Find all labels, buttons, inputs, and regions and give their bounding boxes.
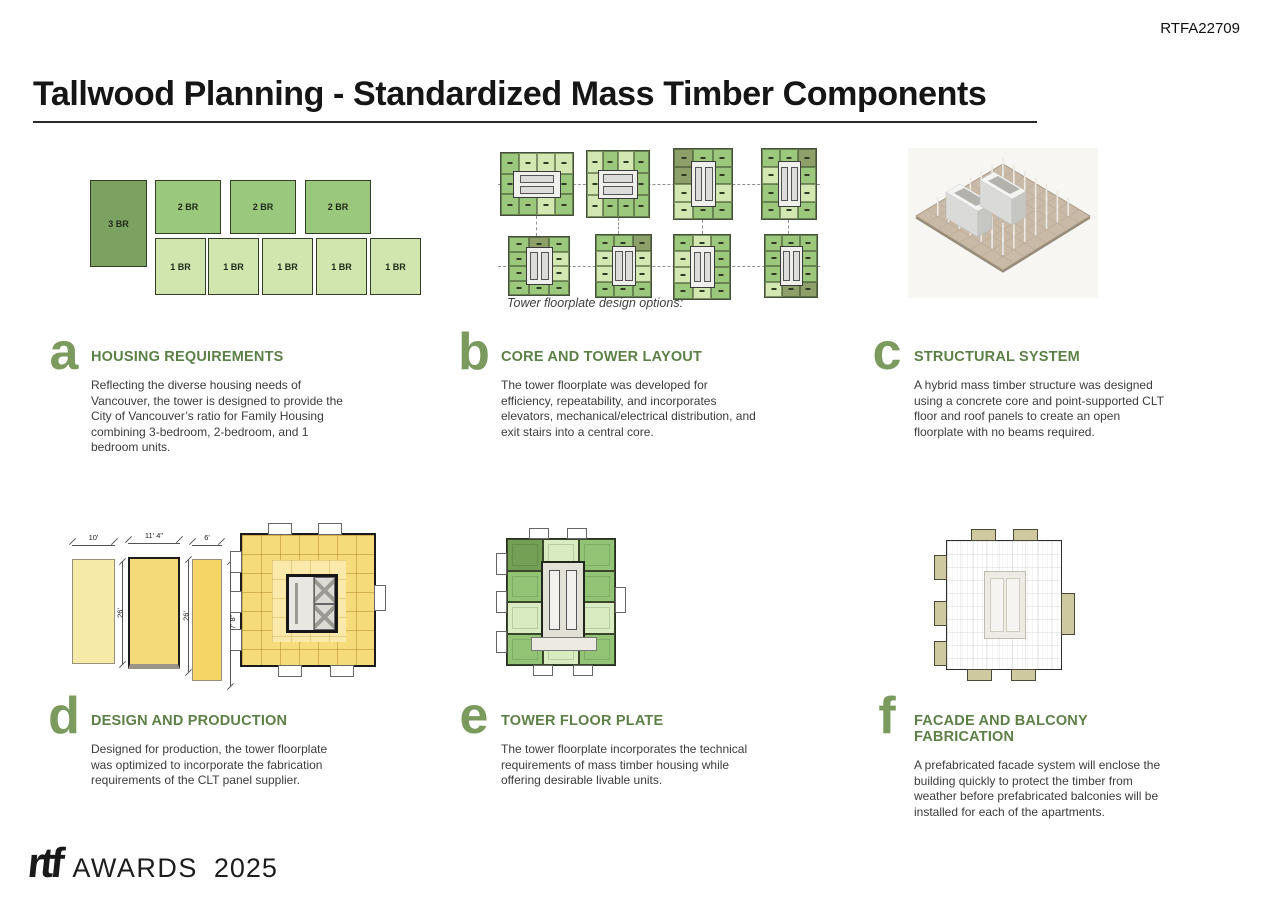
floorplate-variant <box>764 234 818 298</box>
dimension-height-2: 26' <box>181 555 194 677</box>
apartment-unit <box>507 539 543 571</box>
floorplate-options-diagram <box>498 148 820 300</box>
connector-line <box>498 184 820 185</box>
section-letter: f <box>878 687 896 745</box>
apartment-unit <box>579 570 615 602</box>
facade-balcony-plan <box>934 529 1075 681</box>
awards-year: 2025 <box>213 853 278 883</box>
section-heading: DESIGN AND PRODUCTION <box>91 713 288 729</box>
core <box>690 160 717 208</box>
floorplate-variant <box>673 148 733 220</box>
core <box>777 160 802 208</box>
core <box>780 245 803 287</box>
core-tube-right <box>979 171 1027 226</box>
core <box>597 170 639 200</box>
building-core <box>531 561 597 651</box>
section-heading: STRUCTURAL SYSTEM <box>914 349 1080 365</box>
section-heading: HOUSING REQUIREMENTS <box>91 349 284 365</box>
apartment-unit <box>507 602 543 634</box>
clt-panel-diagram: 10' 11' 4" 6' 26' 26' 27' 8" <box>68 531 240 693</box>
awards-text: AWARDS <box>72 853 198 883</box>
rtf-awards-logo: rtf AWARDS 2025 <box>25 839 278 886</box>
section-body: A prefabricated facade system will enclo… <box>914 758 1161 819</box>
connector-line <box>618 218 619 234</box>
section-heading: TOWER FLOOR PLATE <box>501 713 664 729</box>
section-heading: FACADE AND BALCONY FABRICATION <box>914 713 1088 745</box>
section-heading: CORE AND TOWER LAYOUT <box>501 349 703 365</box>
core <box>690 245 715 289</box>
floorplate-variant <box>508 236 570 296</box>
connector-line <box>498 266 820 267</box>
housing-unit-1br: 1 BR <box>370 238 421 295</box>
floorplate-variant <box>500 152 574 216</box>
section-structural-system: c STRUCTURAL SYSTEM A hybrid mass timber… <box>870 323 1180 440</box>
section-tower-floor-plate: e TOWER FLOOR PLATE The tower floorplate… <box>457 687 767 789</box>
dimension-width-2: 11' 4" <box>124 531 184 547</box>
section-letter: d <box>48 687 80 745</box>
floorplate-variant <box>761 148 817 220</box>
section-letter: e <box>459 687 489 745</box>
section-body: The tower floorplate was developed for e… <box>501 378 756 439</box>
core <box>611 245 637 287</box>
apartment-unit <box>579 539 615 571</box>
building-core <box>984 571 1026 639</box>
connector-line <box>788 220 789 234</box>
core <box>526 246 553 286</box>
section-body: Designed for production, the tower floor… <box>91 742 328 788</box>
core <box>513 170 561 199</box>
housing-unit-1br: 1 BR <box>316 238 367 295</box>
housing-unit-1br: 1 BR <box>262 238 313 295</box>
housing-unit-1br: 1 BR <box>208 238 259 295</box>
dimension-width-1: 10' <box>68 533 119 549</box>
section-housing-requirements: a HOUSING REQUIREMENTS Reflecting the di… <box>47 323 357 456</box>
section-letter: b <box>458 323 490 381</box>
production-floorplate-plan <box>230 523 386 677</box>
floorplate-caption: Tower floorplate design options: <box>507 296 684 310</box>
housing-unit-1br: 1 BR <box>155 238 206 295</box>
section-body: The tower floorplate incorporates the te… <box>501 742 748 788</box>
submission-code: RTFA22709 <box>1160 20 1240 37</box>
section-letter: a <box>49 323 79 381</box>
connector-line <box>536 216 537 236</box>
section-letter: c <box>872 323 902 381</box>
dimension-height-3: 27' 8" <box>224 557 237 691</box>
tower-floorplate-plan <box>496 528 626 676</box>
section-facade-and-balcony-fabrication: f FACADE AND BALCONY FABRICATION A prefa… <box>870 687 1180 820</box>
clt-panel-narrow <box>192 559 222 681</box>
section-body: Reflecting the diverse housing needs of … <box>91 378 343 455</box>
floorplate-variant <box>673 234 731 300</box>
apartment-unit <box>507 570 543 602</box>
clt-panel-outlined <box>128 557 180 669</box>
housing-unit-2br: 2 BR <box>305 180 371 234</box>
floorplate-variant <box>586 150 650 218</box>
clt-panel-light <box>72 559 115 664</box>
building-core <box>286 574 338 633</box>
dimension-width-3: 6' <box>188 533 226 549</box>
section-body: A hybrid mass timber structure was desig… <box>914 378 1164 439</box>
floorplate-variant <box>595 234 652 298</box>
rtf-logo-glyph: rtf <box>25 839 63 886</box>
housing-mix-diagram: 3 BR 2 BR 2 BR 2 BR 1 BR 1 BR 1 BR 1 BR 1 BR <box>90 178 421 298</box>
page-title: Tallwood Planning - Standardized Mass Ti… <box>33 75 1037 123</box>
connector-line <box>702 220 703 234</box>
section-core-and-tower-layout: b CORE AND TOWER LAYOUT The tower floorp… <box>457 323 767 440</box>
housing-unit-2br: 2 BR <box>155 180 221 234</box>
section-design-and-production: d DESIGN AND PRODUCTION Designed for pro… <box>47 687 357 789</box>
dimension-height-1: 26' <box>115 557 128 669</box>
housing-unit-2br: 2 BR <box>230 180 296 234</box>
structural-system-render <box>908 148 1098 298</box>
housing-unit-3br: 3 BR <box>90 180 147 267</box>
